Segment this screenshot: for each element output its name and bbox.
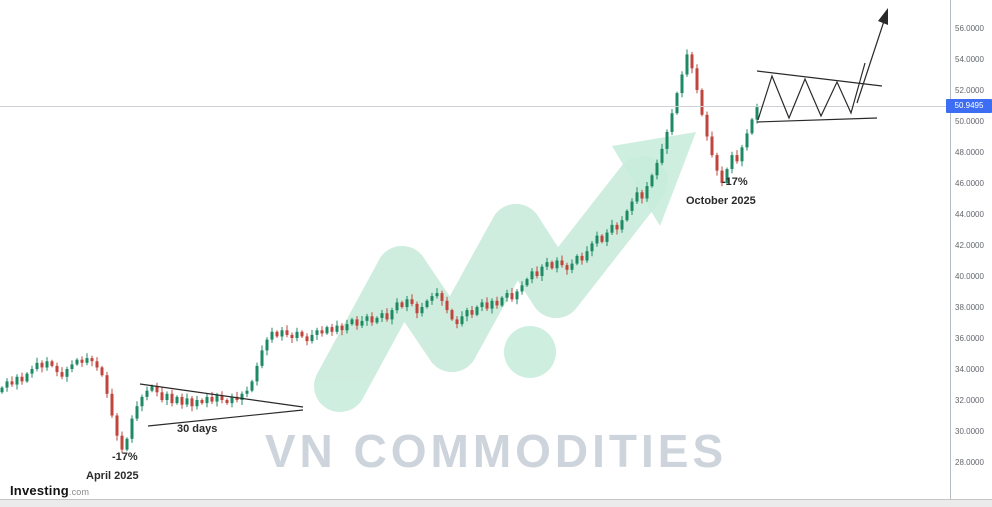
- axis-tick-label: 54.0000: [955, 55, 984, 64]
- axis-tick-label: 50.0000: [955, 117, 984, 126]
- april-drop-pct-label: -17%: [112, 451, 138, 463]
- axis-tick-label: 44.0000: [955, 210, 984, 219]
- axis-tick-label: 56.0000: [955, 24, 984, 33]
- current-price-badge: 50.9495: [946, 99, 992, 113]
- axis-tick-label: 48.0000: [955, 148, 984, 157]
- current-price-line: [0, 106, 992, 107]
- price-axis[interactable]: 56.0000 54.0000 52.0000 50.0000 48.0000 46.00…: [950, 0, 992, 499]
- axis-tick-label: 28.0000: [955, 458, 984, 467]
- axis-tick-label: 38.0000: [955, 303, 984, 312]
- axis-tick-label: 32.0000: [955, 396, 984, 405]
- candlestick-chart-canvas[interactable]: [0, 0, 950, 499]
- time-axis-bar[interactable]: [0, 499, 992, 507]
- april-date-label: April 2025: [86, 470, 139, 482]
- investing-logo-tld: .com: [68, 487, 90, 497]
- axis-tick-label: 30.0000: [955, 427, 984, 436]
- consolidation-days-label: 30 days: [177, 423, 218, 435]
- watermark-arrowhead: [612, 132, 696, 226]
- watermark-arrow-shaft: [530, 156, 668, 318]
- watermark-dot: [504, 326, 556, 378]
- investing-com-logo: Investing.com: [10, 483, 89, 498]
- axis-tick-label: 36.0000: [955, 334, 984, 343]
- axis-tick-label: 34.0000: [955, 365, 984, 374]
- axis-tick-label: 42.0000: [955, 241, 984, 250]
- axis-tick-label: 52.0000: [955, 86, 984, 95]
- october-drop-pct-label: -17%: [722, 176, 748, 188]
- axis-tick-label: 46.0000: [955, 179, 984, 188]
- investing-logo-name: Investing: [10, 483, 69, 498]
- watermark-brand-text: VN COMMODITIES: [264, 425, 728, 477]
- october-date-label: October 2025: [686, 195, 756, 207]
- axis-tick-label: 40.0000: [955, 272, 984, 281]
